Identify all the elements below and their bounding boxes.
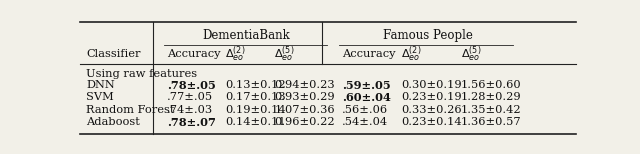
Text: Accuracy: Accuracy [167,49,220,59]
Text: .59±.05: .59±.05 [342,80,390,91]
Text: 0.94±0.23: 0.94±0.23 [275,81,335,91]
Text: Classifier: Classifier [86,49,140,59]
Text: $\Delta_{eo}^{(2)}$: $\Delta_{eo}^{(2)}$ [401,44,422,64]
Text: DementiaBank: DementiaBank [203,29,291,42]
Text: 0.19±0.14: 0.19±0.14 [225,105,285,115]
Text: $\Delta_{eo}^{(5)}$: $\Delta_{eo}^{(5)}$ [275,44,295,64]
Text: 0.93±0.29: 0.93±0.29 [275,92,335,102]
Text: .60±.04: .60±.04 [342,92,391,103]
Text: Using raw features: Using raw features [86,69,197,79]
Text: $\Delta_{eo}^{(2)}$: $\Delta_{eo}^{(2)}$ [225,44,245,64]
Text: 1.07±0.36: 1.07±0.36 [275,105,335,115]
Text: 1.35±0.42: 1.35±0.42 [461,105,522,115]
Text: .56±.06: .56±.06 [342,105,388,115]
Text: DNN: DNN [86,81,115,91]
Text: 0.14±0.11: 0.14±0.11 [225,117,285,127]
Text: 0.23±0.14: 0.23±0.14 [401,117,462,127]
Text: Famous People: Famous People [383,29,472,42]
Text: Accuracy: Accuracy [342,49,396,59]
Text: SVM: SVM [86,92,114,102]
Text: .74±.03: .74±.03 [167,105,213,115]
Text: .78±.05: .78±.05 [167,80,216,91]
Text: Random Forest: Random Forest [86,105,175,115]
Text: 0.96±0.22: 0.96±0.22 [275,117,335,127]
Text: 0.23±0.19: 0.23±0.19 [401,92,462,102]
Text: $\Delta_{eo}^{(5)}$: $\Delta_{eo}^{(5)}$ [461,44,481,64]
Text: 0.30±0.19: 0.30±0.19 [401,81,462,91]
Text: 0.13±0.12: 0.13±0.12 [225,81,285,91]
Text: 1.36±0.57: 1.36±0.57 [461,117,522,127]
Text: 1.56±0.60: 1.56±0.60 [461,81,522,91]
Text: .77±.05: .77±.05 [167,92,213,102]
Text: Adaboost: Adaboost [86,117,140,127]
Text: 0.33±0.26: 0.33±0.26 [401,105,462,115]
Text: .78±.07: .78±.07 [167,117,216,128]
Text: .54±.04: .54±.04 [342,117,388,127]
Text: 1.28±0.29: 1.28±0.29 [461,92,522,102]
Text: 0.17±0.13: 0.17±0.13 [225,92,285,102]
